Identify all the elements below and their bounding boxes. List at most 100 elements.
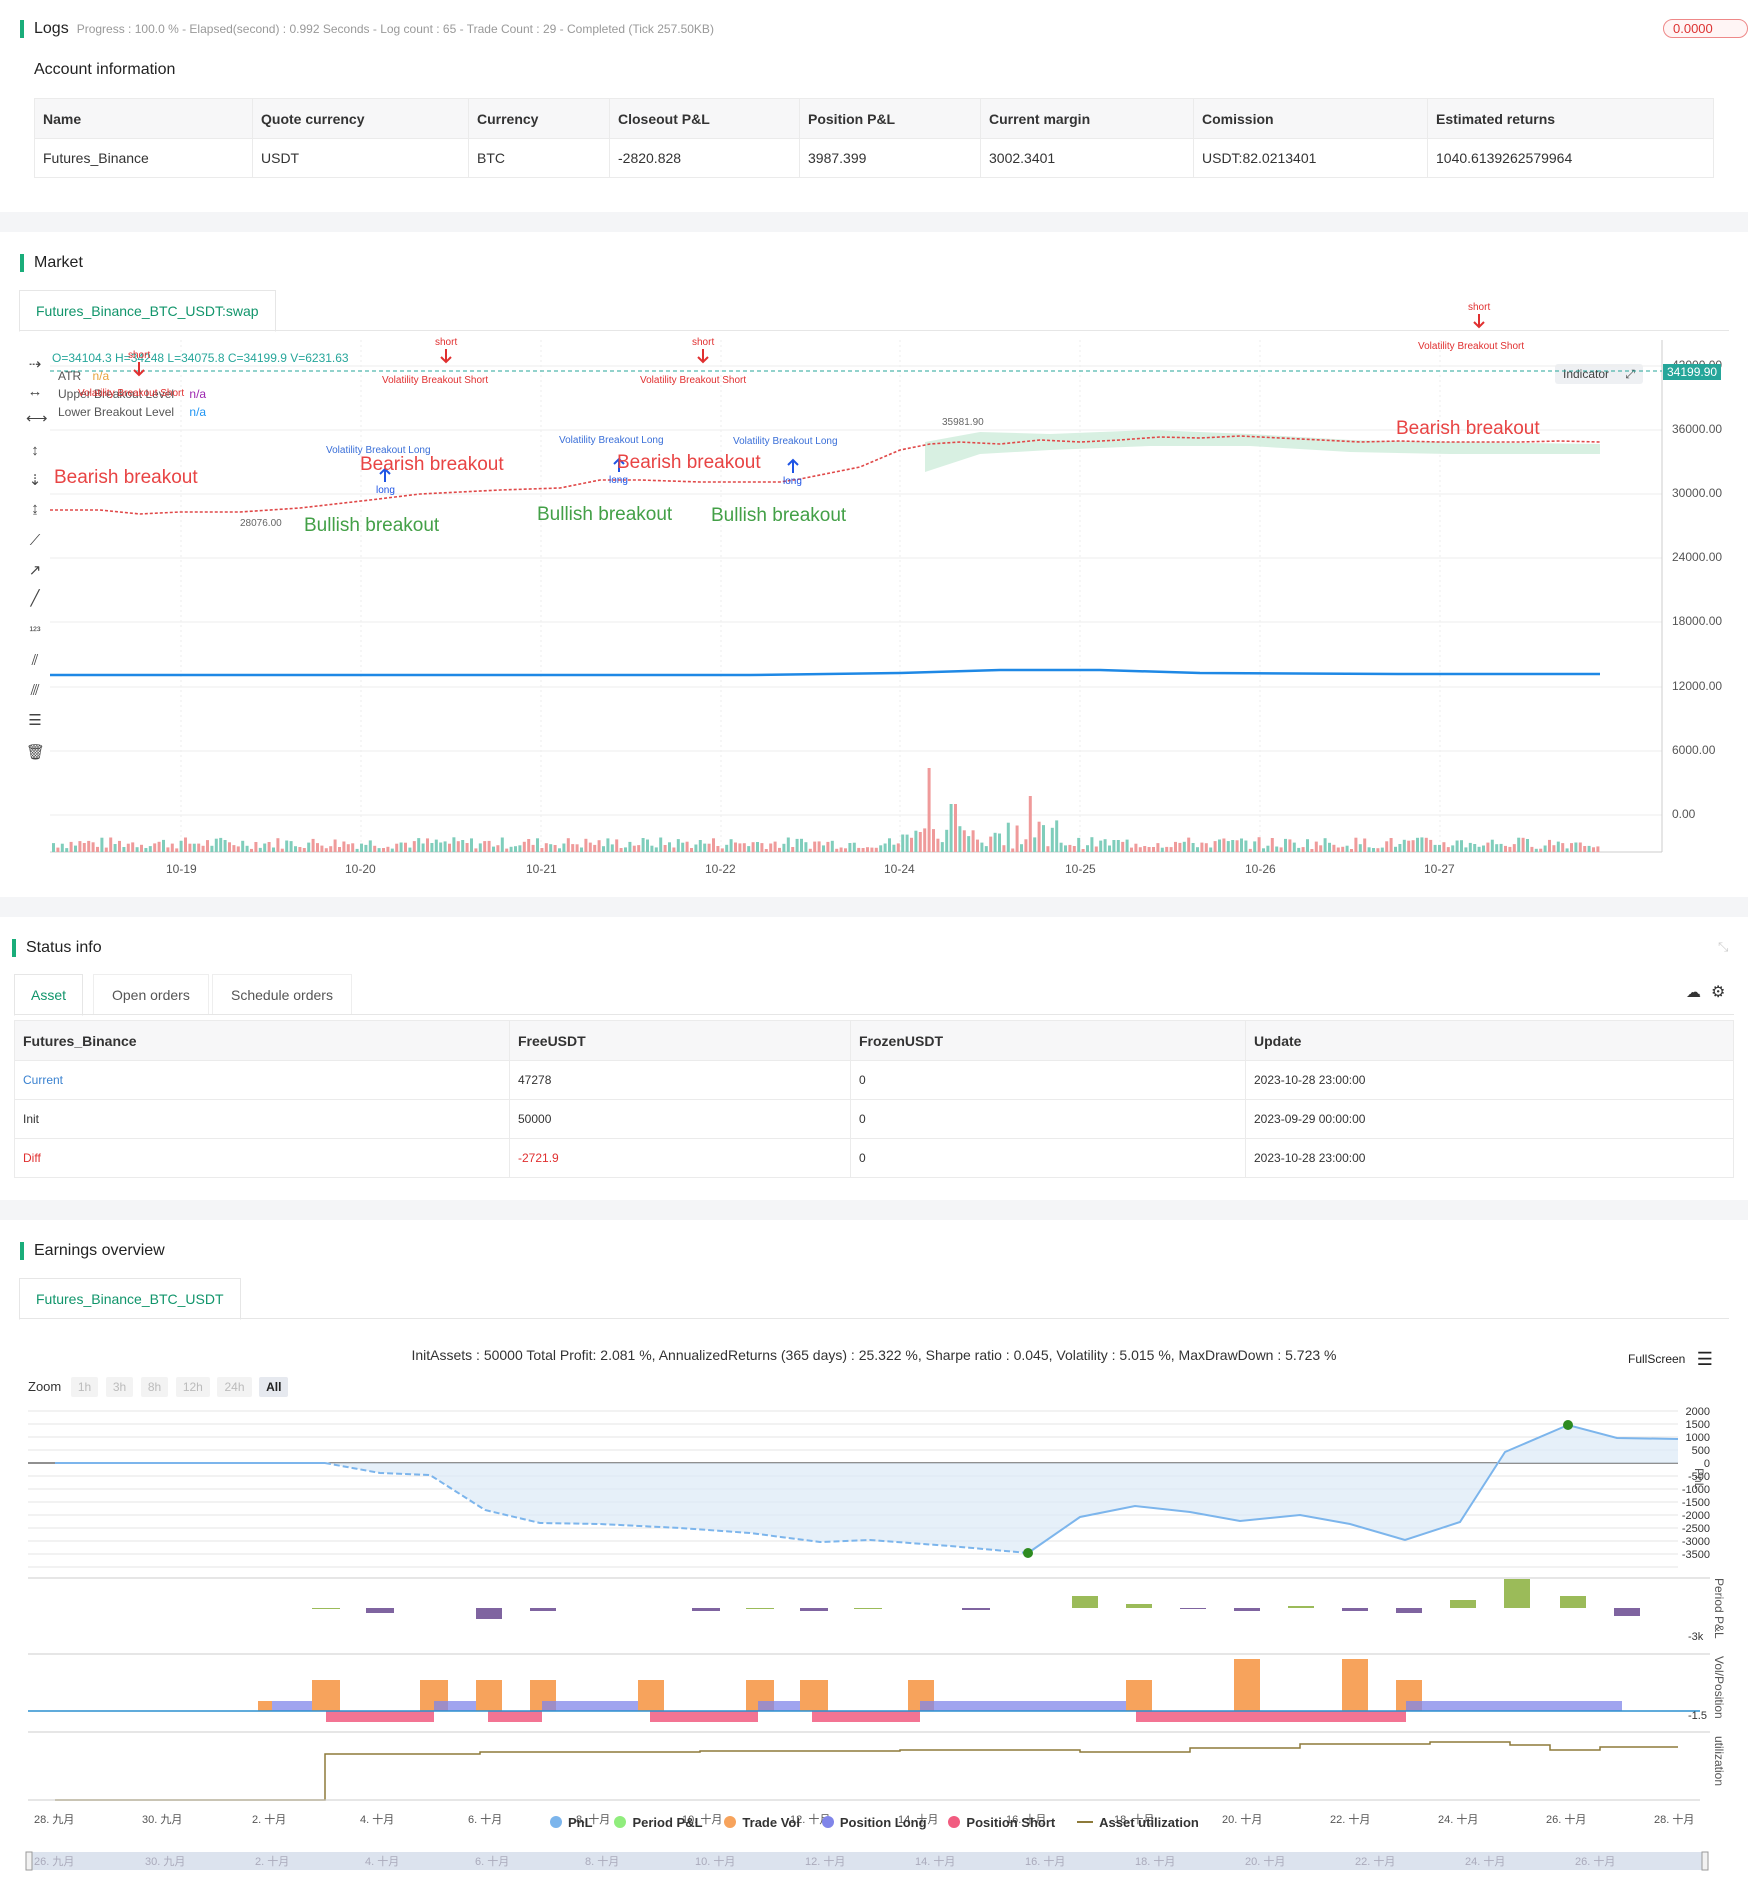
nav-tick: 26. 九月 xyxy=(34,1856,75,1868)
legend-dot-icon xyxy=(724,1816,737,1828)
fib-levels-icon[interactable]: ☰ xyxy=(28,712,42,729)
parallel-channel-icon[interactable]: ⫽ xyxy=(31,652,39,669)
horizontal-segment-icon[interactable]: ⟷ xyxy=(26,410,48,427)
volume-bar xyxy=(373,845,377,852)
logs-badge[interactable]: 0.0000 xyxy=(1663,19,1748,38)
volume-bar xyxy=(351,843,355,852)
fib-icon[interactable]: ⫻ xyxy=(30,682,40,699)
ray-line-icon[interactable]: ↗ xyxy=(28,562,42,579)
vertical-line-icon[interactable]: ↕ xyxy=(31,442,39,459)
volume-bar xyxy=(1530,846,1534,852)
volume-bar xyxy=(505,848,509,852)
price-line-icon[interactable]: ¹²³ xyxy=(29,625,41,637)
navigator-track[interactable] xyxy=(28,1852,1708,1870)
legend-item-pnl[interactable]: PnL xyxy=(550,1815,593,1830)
zoom-8h[interactable]: 8h xyxy=(140,1377,169,1397)
volume-bar xyxy=(1121,841,1125,852)
earnings-symbol-tab[interactable]: Futures_Binance_BTC_USDT xyxy=(19,1278,241,1320)
legend-item-position-short[interactable]: Position Short xyxy=(948,1815,1055,1830)
legend-item-position-long[interactable]: Position Long xyxy=(821,1815,927,1830)
volume-bar xyxy=(74,845,77,852)
status-collapse-icon[interactable]: ⤡ xyxy=(1718,939,1729,954)
legend-atr-value: n/a xyxy=(92,369,110,383)
volume-bar xyxy=(1284,838,1287,852)
volume-bar xyxy=(1451,845,1455,852)
volume-bar xyxy=(1213,841,1217,852)
volume-bar xyxy=(1372,848,1375,852)
volume-bar xyxy=(1526,839,1529,852)
volume-bar xyxy=(1301,847,1305,852)
account-col: Estimated returns xyxy=(1427,98,1714,139)
logs-title: Logs Progress : 100.0 % - Elapsed(second)… xyxy=(20,20,714,38)
volume-bar xyxy=(131,842,135,852)
volume-bar xyxy=(870,847,874,852)
volume-bar xyxy=(514,846,517,852)
utilization-line xyxy=(55,1741,1678,1801)
market-symbol-tab[interactable]: Futures_Binance_BTC_USDT:swap xyxy=(19,290,276,332)
navigator-handle-right[interactable] xyxy=(1701,1851,1709,1871)
zoom-all[interactable]: All xyxy=(259,1377,289,1397)
volume-bar xyxy=(905,834,909,852)
candlestick-chart[interactable] xyxy=(0,232,1748,897)
volume-bar xyxy=(958,826,962,852)
volume-bar xyxy=(650,845,654,852)
volume-bar xyxy=(562,843,566,852)
zoom-12h[interactable]: 12h xyxy=(175,1377,210,1397)
segment-line-icon[interactable]: ╱ xyxy=(30,590,40,607)
volume-bar xyxy=(1561,843,1565,852)
horizontal-line-icon[interactable]: ↔ xyxy=(27,383,43,400)
legend-lower: Lower Breakout Level n/a xyxy=(58,405,206,419)
volume-bar xyxy=(157,841,161,852)
volume-bar xyxy=(927,768,931,852)
volume-bar xyxy=(1508,846,1512,852)
vol-axis-label: Vol/Position xyxy=(1712,1656,1726,1719)
volume-bar xyxy=(782,843,786,852)
trend-line-icon[interactable]: ⟋ xyxy=(29,532,41,549)
tab-asset[interactable]: Asset xyxy=(14,974,84,1016)
fullscreen-button[interactable]: FullScreen ☰ xyxy=(1628,1349,1713,1370)
zoom-24h[interactable]: 24h xyxy=(217,1377,252,1397)
volume-bar xyxy=(1094,846,1098,852)
volume-bar xyxy=(1055,820,1059,852)
bullish-label: Bullish breakout xyxy=(537,504,673,525)
volume-bar xyxy=(1385,841,1389,852)
volume-bar xyxy=(734,842,737,852)
volume-bar xyxy=(1512,844,1516,852)
volume-bar xyxy=(764,849,768,852)
tab-schedule-orders[interactable]: Schedule orders xyxy=(212,974,352,1015)
legend-item-asset-utilization[interactable]: Asset utilization xyxy=(1077,1815,1199,1830)
horizontal-ray-icon[interactable]: ⇢ xyxy=(28,356,42,373)
zoom-1h[interactable]: 1h xyxy=(70,1377,99,1397)
pnl-tick: -1000 xyxy=(1681,1484,1710,1496)
volume-bar xyxy=(584,838,588,852)
vertical-segment-icon[interactable]: ↨ xyxy=(31,500,39,517)
volume-bar xyxy=(756,842,759,852)
asset-free: 50000 xyxy=(509,1099,851,1139)
earnings-chart[interactable] xyxy=(0,1220,1748,1900)
legend-lower-name: Lower Breakout Level xyxy=(58,405,175,419)
legend-item-period-pnl[interactable]: Period P&L xyxy=(614,1815,703,1830)
x-tick: 14. 十月 xyxy=(898,1814,939,1826)
zoom-3h[interactable]: 3h xyxy=(105,1377,134,1397)
trash-icon[interactable]: 🗑 xyxy=(26,744,46,761)
cloud-download-icon[interactable]: ☁ xyxy=(1686,984,1701,1001)
volume-bar xyxy=(738,843,742,852)
legend-item-trade-vol[interactable]: Trade Vol xyxy=(724,1815,800,1830)
volume-bar xyxy=(747,846,751,852)
volume-bar xyxy=(751,842,755,852)
y-tick: 30000.00 xyxy=(1672,486,1723,500)
account-cell: USDT:82.0213401 xyxy=(1193,138,1428,178)
vertical-ray-icon[interactable]: ⇣ xyxy=(28,472,42,489)
y-tick: 0.00 xyxy=(1672,807,1696,821)
volume-bar xyxy=(940,842,944,852)
volume-bar xyxy=(1446,847,1450,852)
navigator-handle-left[interactable] xyxy=(25,1851,33,1871)
x-tick: 12. 十月 xyxy=(790,1814,831,1826)
navigator-ticks: 26. 九月 30. 九月 2. 十月 4. 十月 6. 十月 8. 十月 10… xyxy=(0,1853,1748,1869)
volume-bar xyxy=(1257,837,1261,852)
volume-bar xyxy=(443,841,447,852)
tab-open-orders[interactable]: Open orders xyxy=(93,974,209,1015)
volume-bar xyxy=(188,843,192,852)
settings-gear-icon[interactable]: ⚙ xyxy=(1711,984,1726,1001)
volume-bar xyxy=(835,848,839,852)
